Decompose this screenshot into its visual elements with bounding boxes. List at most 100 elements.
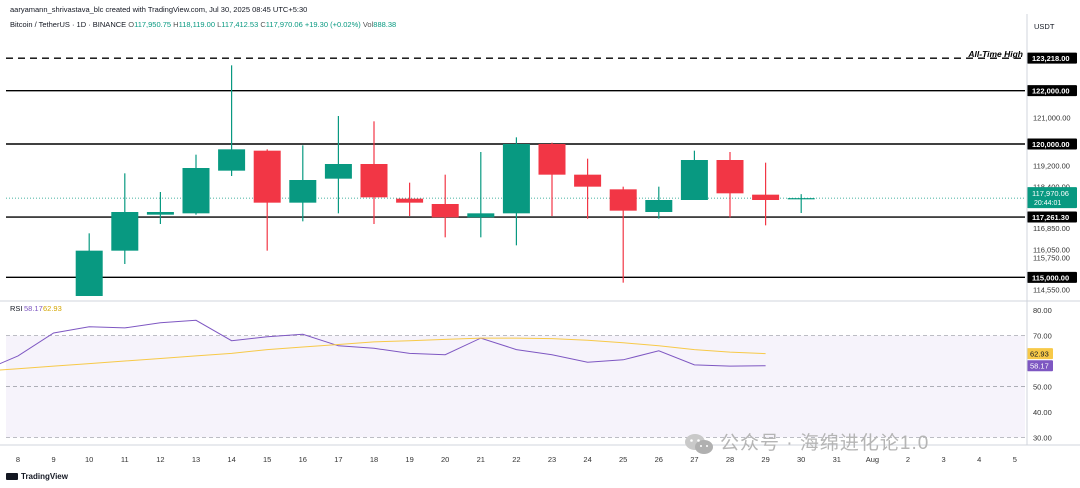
rsi-legend-value: 58.17 [24,304,43,313]
time-tick-label: 3 [942,455,946,464]
time-tick-label: 8 [16,455,20,464]
time-tick-label: 11 [121,455,129,464]
open-value: 117,950.75 [134,20,172,29]
time-tick-label: 27 [690,455,698,464]
candle-body [182,168,210,214]
candle-body [146,212,174,215]
candle-body [752,194,780,200]
rsi-value-tag [1027,360,1053,372]
rsi-ma-value-tag [1027,348,1053,360]
rsi-legend-title: RSI [10,304,23,313]
candle-body [218,149,246,171]
level-price-tag [1027,271,1077,283]
time-tick-label: 31 [833,455,841,464]
rsi-band-fill [6,335,1025,438]
tradingview-logo-icon [6,473,18,481]
low-value: 117,412.53 [221,20,259,29]
low-label: L [217,20,222,29]
level-price-tag [1027,138,1077,150]
current-price-label: 117,970.06 [1032,189,1069,198]
rsi-tick-label: 40.00 [1033,408,1052,417]
time-tick-label: 14 [227,455,235,464]
candles [75,65,815,296]
candle-body [324,164,352,179]
wechat-icon [685,433,713,454]
level-price-tag [1027,52,1077,64]
level-price-label: 120,000.00 [1032,140,1070,149]
time-tick-label: 15 [263,455,271,464]
time-tick-label: 28 [726,455,734,464]
high-value: 118,119.00 [178,20,216,29]
open-label: O [128,20,135,29]
candle-body [574,174,602,187]
close-label: C [260,20,266,29]
candle-body [111,212,139,251]
time-tick-label: 18 [370,455,378,464]
rsi-pane: RSI 58.17 62.93 [0,300,1080,438]
rsi-legend-ma-value: 62.93 [43,304,62,313]
candle-body [253,150,281,203]
rsi-ma-value-tag-label: 62.93 [1030,350,1049,359]
price-tick-label: 115,750.00 [1033,253,1070,262]
current-price-tag [1027,187,1077,209]
time-tick-label: 19 [405,455,413,464]
price-tick-label: 116,850.00 [1033,224,1070,233]
rsi-tick-label: 50.00 [1033,383,1052,392]
price-levels: 123,218.00 All-Time High 122,000.00 120,000… [6,49,1077,283]
time-tick-label: 24 [583,455,591,464]
rsi-ma-line [0,337,766,371]
watermark: 公众号 · 海绵进化论1.0 [684,428,929,455]
candle-body [289,180,317,203]
time-tick-label: 29 [761,455,769,464]
price-tick-label: 119,200.00 [1033,161,1070,170]
rsi-value-tag-label: 58.17 [1030,362,1049,371]
level-price-label: 115,000.00 [1032,273,1069,282]
candle-body [502,144,530,214]
change-value: +19.30 (+0.02%) [304,20,361,29]
currency-label[interactable]: USDT [1034,22,1055,31]
level-price-label: 117,261.30 [1032,213,1069,222]
candle-body [680,160,708,200]
price-tick-label: 121,000.00 [1033,113,1071,122]
candle-body [716,160,744,194]
candle-body [360,164,388,198]
candle-body [645,200,673,212]
time-tick-label: 10 [85,455,93,464]
price-axis: 121,000.00119,200.00118,400.00116,850.00… [1027,113,1077,294]
level-price-tag [1027,211,1077,223]
tradingview-logo[interactable]: TradingView [6,472,68,481]
volume-value: 888.38 [373,20,397,29]
all-time-high-annotation: All-Time High [967,49,1023,59]
level-price-label: 122,000.00 [1032,87,1070,96]
time-tick-label: 4 [977,455,981,464]
high-label: H [173,20,179,29]
time-tick-label: Aug [866,455,879,464]
time-tick-label: 5 [1013,455,1017,464]
time-axis: 8 9 10 11 12 13 14 15 16 17 18 19 20 21 22 23 24 25 26 27 28… [0,14,1080,464]
tradingview-logo-text: TradingView [21,472,68,481]
author-line: aaryamann_shrivastava_blc created with T… [10,5,308,14]
time-tick-label: 13 [192,455,200,464]
time-tick-label: 30 [797,455,805,464]
level-price-label: 123,218.00 [1032,54,1070,63]
time-tick-label: 23 [548,455,556,464]
rsi-tick-label: 30.00 [1033,433,1052,442]
countdown-label: 20:44:01 [1034,200,1061,207]
rsi-axis: 80.00 70.00 50.00 40.00 30.00 62.93 58.17 [1027,306,1053,442]
rsi-line [0,319,766,367]
candle-body [75,250,103,296]
time-tick-label: 12 [156,455,164,464]
level-price-tag [1027,85,1077,97]
symbol-title[interactable]: Bitcoin / TetherUS · 1D · BINANCE [10,20,127,29]
time-tick-label: 16 [299,455,307,464]
rsi-tick-label: 80.00 [1033,306,1052,315]
time-tick-label: 26 [655,455,663,464]
rsi-tick-label: 70.00 [1033,332,1052,341]
time-tick-label: 21 [477,455,485,464]
time-tick-label: 17 [334,455,342,464]
candle-body [396,198,424,203]
time-tick-label: 20 [441,455,449,464]
price-tick-label: 114,550.00 [1033,285,1070,294]
close-value: 117,970.06 [265,20,303,29]
